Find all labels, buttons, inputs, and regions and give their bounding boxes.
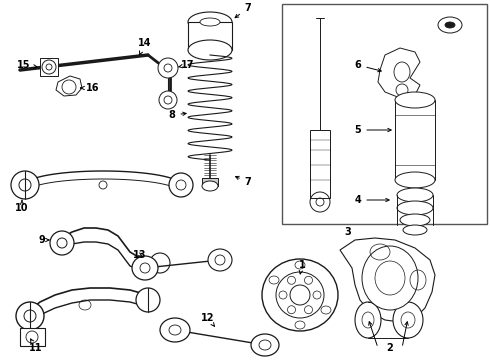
Ellipse shape	[304, 276, 313, 284]
Ellipse shape	[400, 214, 430, 226]
Bar	[20, 328, 45, 346]
Bar	[310, 130, 330, 198]
Text: 5: 5	[355, 125, 391, 135]
Text: 3: 3	[344, 227, 351, 237]
Ellipse shape	[208, 249, 232, 271]
Text: 4: 4	[355, 195, 389, 205]
Ellipse shape	[403, 225, 427, 235]
Ellipse shape	[393, 302, 423, 338]
Text: 6: 6	[355, 60, 381, 72]
Ellipse shape	[42, 60, 56, 74]
Ellipse shape	[321, 306, 331, 314]
Ellipse shape	[150, 253, 170, 273]
Text: 11: 11	[29, 339, 43, 353]
Bar	[40, 58, 58, 76]
Ellipse shape	[136, 288, 160, 312]
Text: 12: 12	[201, 313, 215, 326]
Ellipse shape	[262, 259, 338, 331]
Ellipse shape	[11, 171, 39, 199]
Ellipse shape	[132, 256, 158, 280]
Text: 7: 7	[236, 176, 251, 187]
Ellipse shape	[251, 334, 279, 356]
Text: 16: 16	[80, 83, 100, 93]
Text: 10: 10	[15, 200, 29, 213]
Ellipse shape	[169, 173, 193, 197]
Ellipse shape	[395, 92, 435, 108]
Ellipse shape	[159, 91, 177, 109]
Ellipse shape	[200, 18, 220, 26]
Text: 14: 14	[138, 38, 152, 54]
Ellipse shape	[362, 246, 418, 310]
Bar	[202, 178, 218, 186]
Text: 7: 7	[235, 3, 251, 18]
Ellipse shape	[279, 291, 287, 299]
Text: 9: 9	[39, 235, 49, 245]
Ellipse shape	[295, 321, 305, 329]
Ellipse shape	[160, 318, 190, 342]
Bar	[282, 4, 487, 224]
Bar	[188, 22, 232, 50]
Ellipse shape	[304, 306, 313, 314]
Ellipse shape	[158, 58, 178, 78]
Ellipse shape	[355, 302, 381, 338]
Ellipse shape	[288, 306, 295, 314]
Polygon shape	[340, 238, 435, 322]
Ellipse shape	[288, 276, 295, 284]
Ellipse shape	[395, 172, 435, 188]
Text: 15: 15	[17, 60, 37, 70]
Ellipse shape	[202, 181, 218, 191]
Text: 8: 8	[169, 110, 186, 120]
Text: 2: 2	[387, 343, 393, 353]
Ellipse shape	[313, 291, 321, 299]
Text: 13: 13	[133, 250, 147, 260]
Ellipse shape	[188, 40, 232, 60]
Ellipse shape	[16, 302, 44, 330]
Ellipse shape	[269, 276, 279, 284]
Text: 17: 17	[178, 60, 195, 70]
Ellipse shape	[445, 22, 455, 28]
Ellipse shape	[397, 188, 433, 202]
Ellipse shape	[295, 261, 305, 269]
Ellipse shape	[188, 12, 232, 32]
Polygon shape	[378, 48, 420, 98]
Bar	[395, 100, 435, 180]
Ellipse shape	[397, 201, 433, 215]
Ellipse shape	[62, 80, 76, 94]
Polygon shape	[56, 76, 82, 96]
Text: 1: 1	[298, 260, 305, 274]
Ellipse shape	[438, 17, 462, 33]
Ellipse shape	[50, 231, 74, 255]
